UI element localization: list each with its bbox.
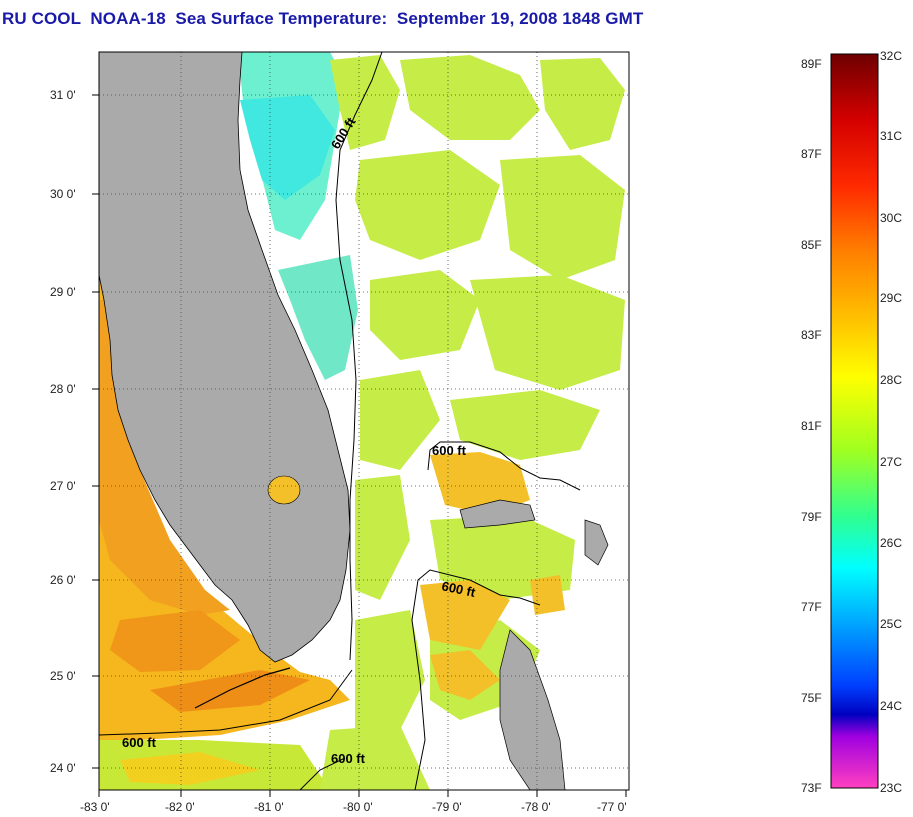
c-label: 26C: [880, 536, 902, 550]
contour-label-3: 600 ft: [440, 578, 477, 600]
f-label: 75F: [801, 691, 822, 705]
sst-atlantic-patches: [320, 55, 625, 790]
lat-label: 29 0': [50, 285, 76, 299]
f-label: 81F: [801, 419, 822, 433]
contour-600ft-bahamas-south: [411, 569, 541, 790]
lon-label: -83 0': [80, 800, 110, 814]
lon-label: -80 0': [343, 800, 373, 814]
colorbar-fahrenheit-labels: 89F 87F 85F 83F 81F 79F 77F 75F 73F: [801, 57, 822, 795]
lat-label: 27 0': [50, 479, 76, 493]
lon-label: -82 0': [165, 800, 195, 814]
lat-label: 31 0': [50, 88, 76, 102]
colorbar-gradient: [830, 53, 879, 789]
sst-bahamas-warm-patches: [420, 452, 565, 700]
map-panel: 600 ft 600 ft 600 ft 600 ft 600 ft: [99, 52, 629, 790]
sst-cool-atlantic-region: [238, 52, 358, 380]
contour-label-5: 600 ft: [331, 751, 366, 766]
map-ticks: [92, 94, 627, 797]
lat-label: 25 0': [50, 669, 76, 683]
contour-600ft-bahamas-north: [427, 441, 581, 491]
bahamas-landmass: [459, 499, 609, 790]
lat-label: 30 0': [50, 187, 76, 201]
lat-label: 28 0': [50, 382, 76, 396]
c-label: 29C: [880, 291, 902, 305]
lon-label: -79 0': [432, 800, 462, 814]
f-label: 87F: [801, 147, 822, 161]
florida-keys: [194, 667, 291, 709]
c-label: 30C: [880, 211, 902, 225]
map-title: RU COOL NOAA-18 Sea Surface Temperature:…: [2, 9, 644, 28]
lake-okeechobee: [267, 475, 301, 505]
c-label: 24C: [880, 699, 902, 713]
c-label: 28C: [880, 373, 902, 387]
map-frame: [98, 51, 630, 791]
c-label: 25C: [880, 617, 902, 631]
lat-label: 26 0': [50, 573, 76, 587]
f-label: 85F: [801, 238, 822, 252]
lon-label: -81 0': [254, 800, 284, 814]
c-label: 31C: [880, 129, 902, 143]
f-label: 83F: [801, 328, 822, 342]
temperature-colorbar: 89F 87F 85F 83F 81F 79F 77F 75F 73F 32C …: [801, 49, 902, 795]
latitude-labels: 31 0' 30 0' 29 0' 28 0' 27 0' 26 0' 25 0…: [50, 88, 76, 775]
colorbar-celsius-labels: 32C 31C 30C 29C 28C 27C 26C 25C 24C 23C: [880, 49, 902, 795]
contour-600ft-south-small: [299, 757, 346, 790]
c-label: 23C: [880, 781, 902, 795]
lon-label: -77 0': [597, 800, 627, 814]
lon-label: -78 0': [521, 800, 551, 814]
c-label: 32C: [880, 49, 902, 63]
f-label: 73F: [801, 781, 822, 795]
f-label: 77F: [801, 600, 822, 614]
lat-label: 24 0': [50, 761, 76, 775]
contour-600ft-florida-east: [335, 52, 383, 661]
contour-label-4: 600 ft: [122, 735, 157, 750]
florida-landmass: [99, 52, 351, 663]
contour-600ft-florida-south: [99, 669, 353, 736]
graticule: [99, 52, 629, 790]
f-label: 79F: [801, 510, 822, 524]
c-label: 27C: [880, 455, 902, 469]
longitude-labels: -83 0' -82 0' -81 0' -80 0' -79 0' -78 0…: [80, 800, 627, 814]
f-label: 89F: [801, 57, 822, 71]
bathymetry-contours: [99, 52, 581, 790]
contour-label-2: 600 ft: [432, 443, 467, 458]
